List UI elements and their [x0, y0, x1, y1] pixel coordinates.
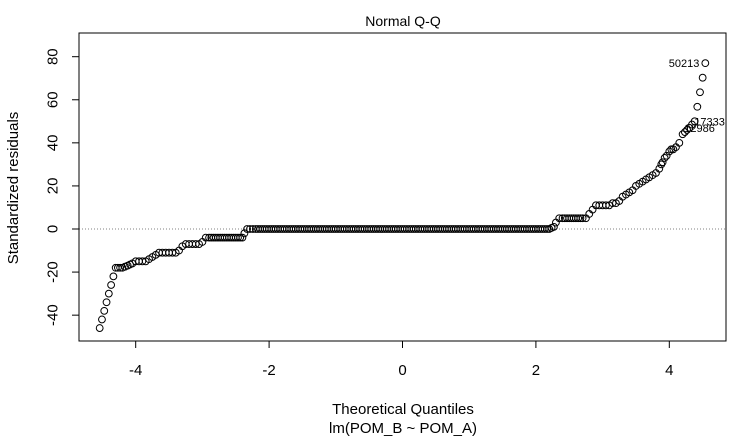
- x-tick-label: 2: [532, 362, 540, 379]
- data-point: [102, 298, 111, 307]
- data-point: [658, 158, 667, 167]
- data-point: [238, 233, 247, 242]
- x-tick-label: -4: [129, 362, 142, 379]
- data-point: [662, 151, 671, 160]
- data-point: [168, 248, 177, 257]
- data-point: [578, 214, 587, 223]
- x-axis: -4 -2 0 2 4: [129, 340, 673, 379]
- data-point: [555, 214, 564, 223]
- data-point: [655, 164, 664, 173]
- chart-title: Normal Q-Q: [365, 13, 441, 29]
- point-label: 12986: [684, 123, 715, 135]
- x-tick-label: -2: [262, 362, 275, 379]
- data-point: [608, 199, 617, 208]
- data-point: [248, 225, 257, 233]
- x-axis-label: Theoretical Quantiles: [332, 401, 474, 418]
- data-point: [243, 225, 251, 233]
- y-tick-label: -20: [45, 261, 62, 283]
- data-point: [107, 281, 116, 289]
- data-point: [236, 233, 245, 242]
- data-point: [574, 214, 583, 223]
- x-tick-label: 4: [665, 362, 673, 379]
- data-point: [669, 145, 678, 154]
- x-tick-label: 0: [398, 362, 406, 379]
- data-point: [550, 222, 558, 231]
- data-point: [109, 272, 118, 281]
- data-point: [678, 130, 687, 139]
- data-point: [191, 240, 200, 248]
- data-point: [698, 73, 707, 82]
- data-point: [98, 315, 106, 324]
- y-tick-label: 40: [45, 135, 62, 152]
- data-point: [138, 257, 147, 266]
- plot-frame: [78, 32, 727, 342]
- data-point: [602, 201, 610, 210]
- data-point: [95, 324, 104, 332]
- data-point: [665, 147, 674, 156]
- data-point: [100, 306, 109, 315]
- data-point: [116, 263, 125, 272]
- y-tick-label: 60: [45, 91, 62, 108]
- data-point: [701, 59, 710, 68]
- y-tick-label: 0: [45, 225, 62, 233]
- point-label: 17333: [694, 116, 725, 128]
- y-tick-label: -40: [45, 304, 62, 326]
- data-point: [693, 102, 702, 111]
- data-point: [246, 225, 254, 233]
- point-label: 50213: [669, 58, 700, 70]
- data-point: [690, 117, 699, 126]
- y-tick-label: 80: [45, 48, 62, 65]
- y-axis-label: Standardized residuals: [5, 112, 22, 265]
- data-point: [680, 128, 689, 136]
- chart-subtitle: lm(POM_B ~ POM_A): [329, 420, 477, 437]
- data-point: [576, 214, 585, 223]
- data-point: [667, 145, 676, 154]
- data-point: [201, 233, 210, 242]
- y-tick-label: 20: [45, 178, 62, 195]
- data-point: [660, 154, 669, 162]
- data-point: [696, 88, 704, 97]
- y-axis: -40 -20 0 20 40 60 80: [45, 48, 80, 326]
- data-point: [675, 138, 684, 147]
- data-point: [657, 160, 666, 169]
- data-point: [234, 233, 242, 242]
- data-point: [240, 229, 249, 238]
- data-point: [104, 289, 113, 298]
- data-point: [543, 225, 551, 233]
- data-point: [683, 126, 691, 134]
